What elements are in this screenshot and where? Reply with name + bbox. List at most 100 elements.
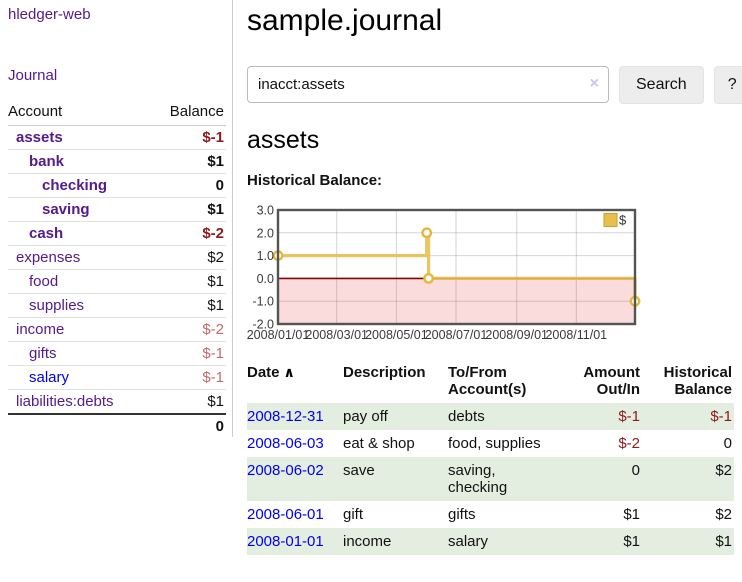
account-link-checking[interactable]: checking [42,177,108,194]
transaction-amount: 0 [631,462,640,479]
register-header-row: Date ∧ Description To/From Account(s) Amo… [247,361,734,403]
account-balance: $-2 [151,221,226,246]
account-row: saving $1 [8,197,226,222]
register-row: 2008-12-31 pay off debts $-1 $-1 [247,403,734,430]
account-balance: $1 [151,269,226,294]
account-link-supplies[interactable]: supplies [29,297,85,314]
svg-text:-1.0: -1.0 [252,295,274,309]
register-row: 2008-06-01 gift gifts $1 $2 [247,501,734,528]
account-link-bank[interactable]: bank [29,153,65,170]
transaction-accounts: salary [448,533,489,550]
help-button[interactable]: ? [713,66,742,104]
account-balance: $-2 [151,317,226,342]
account-link-assets[interactable]: assets [16,129,63,146]
account-heading: assets [247,126,320,154]
legend-label: $ [619,213,627,228]
transaction-description: pay off [343,408,388,425]
account-link-gifts[interactable]: gifts [29,345,57,362]
account-link-liabilities-debts[interactable]: liabilities:debts [16,393,114,410]
register-header-balance: Historical Balance [663,364,732,398]
account-balance: 0 [151,173,226,198]
register-row: 2008-06-02 save saving, checking 0 $2 [247,457,734,501]
account-row: food $1 [8,269,226,294]
account-row: cash $-2 [8,221,226,246]
app-title-link[interactable]: hledger-web [8,6,91,23]
svg-text:2008/07/01: 2008/07/01 [425,328,488,342]
svg-text:3.0: 3.0 [257,204,274,218]
transaction-balance: $2 [715,462,732,479]
account-row: bank $1 [8,149,226,174]
hledger-web-window: hledger-web Journal Account Balance asse… [8,0,742,555]
chart-title: Historical Balance: [247,172,383,189]
accounts-header-balance: Balance [151,100,226,126]
register-table: Date ∧ Description To/From Account(s) Amo… [247,361,734,555]
account-row: checking 0 [8,173,226,198]
transaction-accounts: gifts [448,506,476,523]
transaction-amount: $1 [623,533,640,550]
svg-text:2008/11/01: 2008/11/01 [545,328,607,342]
account-link-saving[interactable]: saving [42,201,90,218]
transaction-amount: $-1 [618,408,640,425]
register-row: 2008-06-03 eat & shop food, supplies $-2… [247,430,734,457]
accounts-header-account: Account [8,100,152,126]
transaction-accounts: saving, checking [448,462,508,496]
transaction-date-link[interactable]: 2008-06-02 [247,462,324,479]
register-header-date[interactable]: Date ∧ [247,364,295,381]
account-balance: $-1 [151,365,226,390]
chart-legend: $ [603,213,627,228]
account-link-cash[interactable]: cash [29,225,64,242]
svg-text:2008/01/01: 2008/01/01 [247,328,310,342]
search-bar: × Search ? [247,66,742,104]
register-row: 2008-01-01 income salary $1 $1 [247,528,734,555]
account-balance: $1 [151,389,226,415]
account-balance: $1 [151,149,226,174]
chart-x-axis-labels: 2008/01/01 2008/03/01 2008/05/01 2008/07… [247,328,607,342]
svg-text:-2.0: -2.0 [252,318,274,332]
accounts-total-row: 0 [8,413,226,438]
page-title: sample.journal [247,4,443,37]
clear-search-icon[interactable]: × [589,75,599,92]
accounts-balance-table: Account Balance assets $-1 bank $1 check… [8,100,226,438]
transaction-date-link[interactable]: 2008-12-31 [247,408,324,425]
transaction-date-link[interactable]: 2008-06-03 [247,435,324,452]
account-balance: $-1 [151,341,226,366]
account-balance: $2 [151,245,226,270]
account-link-income[interactable]: income [16,321,65,338]
chart-data-points [272,227,641,307]
sidebar-divider [232,0,233,437]
sidebar-item-journal[interactable]: Journal [8,67,58,84]
chart-y-axis-labels: 3.0 2.0 1.0 0.0 -1.0 -2.0 [252,204,274,332]
account-row: liabilities:debts $1 [8,389,226,415]
transaction-amount: $-2 [618,435,640,452]
legend-swatch [603,213,618,227]
account-balance: $-1 [151,125,226,150]
account-link-expenses[interactable]: expenses [16,249,81,266]
transaction-date-link[interactable]: 2008-01-01 [247,533,324,550]
account-balance: $1 [151,197,226,222]
search-input[interactable] [247,66,609,103]
account-link-salary[interactable]: salary [29,369,70,386]
accounts-total-balance: 0 [151,413,226,438]
account-row: income $-2 [8,317,226,342]
main-content: sample.journal × Search ? assets Histori… [233,0,742,555]
transaction-balance: 0 [723,435,732,452]
transaction-description: income [343,533,392,550]
transaction-accounts: food, supplies [448,435,541,452]
transaction-description: save [343,462,375,479]
transaction-balance: $1 [715,533,732,550]
register-header-accounts: To/From Account(s) [448,364,527,398]
svg-text:0.0: 0.0 [257,272,274,286]
chart-gridlines [278,210,635,324]
accounts-table-header: Account Balance [8,100,226,126]
account-row: salary $-1 [8,365,226,390]
account-link-food[interactable]: food [29,273,59,290]
account-row: supplies $1 [8,293,226,318]
sort-ascending-icon: ∧ [283,364,295,380]
svg-text:2008/09/01: 2008/09/01 [485,328,548,342]
account-row: expenses $2 [8,245,226,270]
transaction-description: gift [343,506,364,523]
chart-border [276,208,637,326]
register-header-description: Description [343,364,426,381]
transaction-date-link[interactable]: 2008-06-01 [247,506,324,523]
search-button[interactable]: Search [619,66,704,104]
